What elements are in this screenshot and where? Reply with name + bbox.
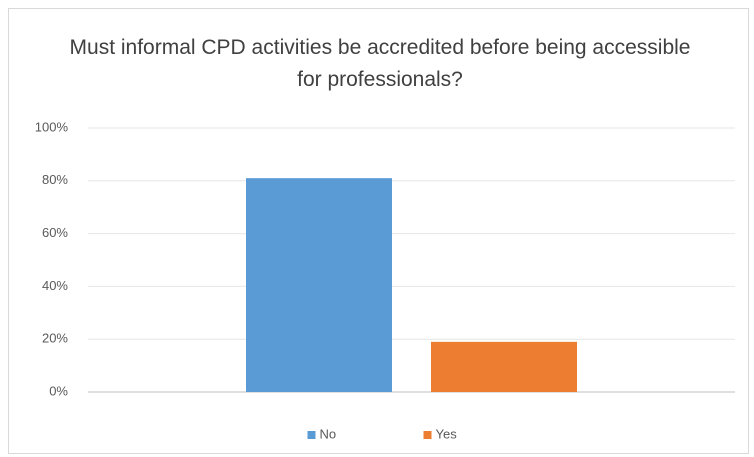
legend-label: No: [320, 426, 337, 441]
bar: [246, 178, 392, 392]
y-tick-label: 40%: [42, 278, 68, 293]
bar: [431, 341, 577, 392]
y-tick-label: 100%: [35, 119, 69, 134]
y-tick-label: 80%: [42, 172, 68, 187]
legend-swatch: [423, 431, 432, 439]
y-tick-label: 20%: [42, 331, 68, 346]
chart-title: Must informal CPD activities be accredit…: [69, 36, 691, 91]
legend-swatch: [307, 431, 316, 439]
legend-label: Yes: [436, 426, 458, 441]
y-tick-label: 60%: [42, 225, 68, 240]
y-tick-label: 0%: [49, 383, 68, 398]
chart-border: [8, 8, 749, 454]
